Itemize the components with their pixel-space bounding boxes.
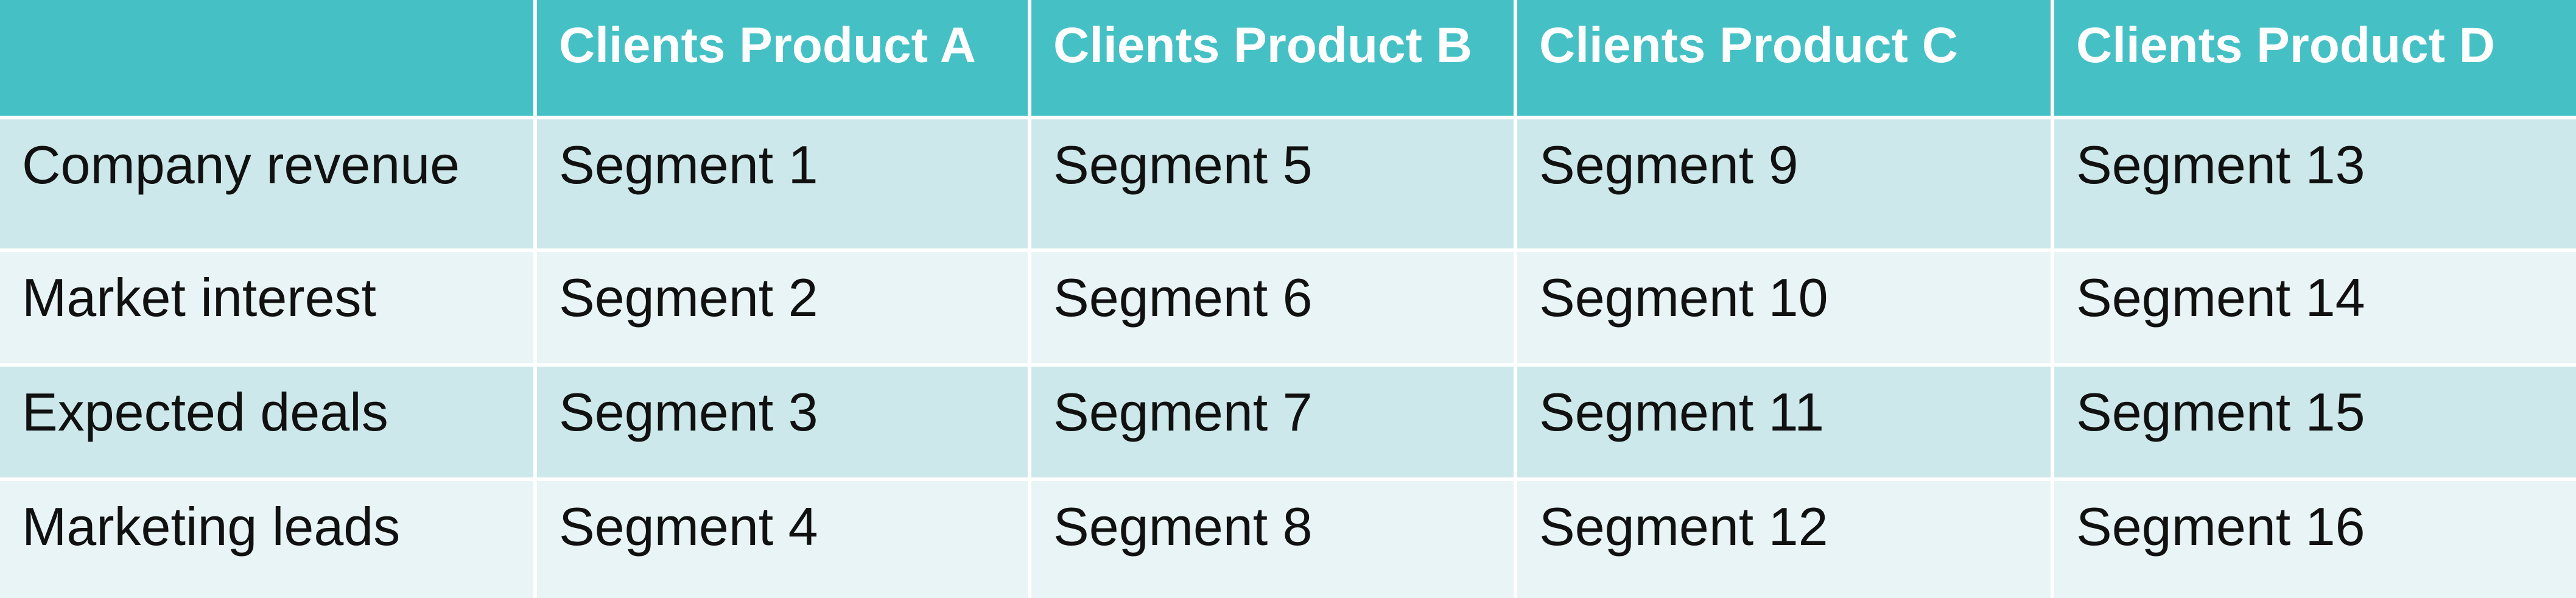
table-cell: Segment 6 — [1031, 252, 1514, 363]
column-header-product-a: Clients Product A — [537, 0, 1028, 116]
row-label-marketing-leads: Marketing leads — [0, 481, 533, 598]
row-label-company-revenue: Company revenue — [0, 119, 533, 248]
table-cell: Segment 3 — [537, 367, 1028, 477]
table-cell: Segment 9 — [1517, 119, 2051, 248]
table-cell: Segment 12 — [1517, 481, 2051, 598]
row-label-expected-deals: Expected deals — [0, 367, 533, 477]
row-label-market-interest: Market interest — [0, 252, 533, 363]
table-cell: Segment 10 — [1517, 252, 2051, 363]
header-corner-cell — [0, 0, 533, 116]
table-cell: Segment 7 — [1031, 367, 1514, 477]
table-cell: Segment 13 — [2054, 119, 2576, 248]
table-cell: Segment 11 — [1517, 367, 2051, 477]
column-header-product-c: Clients Product C — [1517, 0, 2051, 116]
table-cell: Segment 5 — [1031, 119, 1514, 248]
column-header-product-b: Clients Product B — [1031, 0, 1514, 116]
table-cell: Segment 2 — [537, 252, 1028, 363]
table-cell: Segment 4 — [537, 481, 1028, 598]
table-cell: Segment 16 — [2054, 481, 2576, 598]
table-cell: Segment 8 — [1031, 481, 1514, 598]
table-cell: Segment 14 — [2054, 252, 2576, 363]
column-header-product-d: Clients Product D — [2054, 0, 2576, 116]
table-cell: Segment 15 — [2054, 367, 2576, 477]
table-cell: Segment 1 — [537, 119, 1028, 248]
